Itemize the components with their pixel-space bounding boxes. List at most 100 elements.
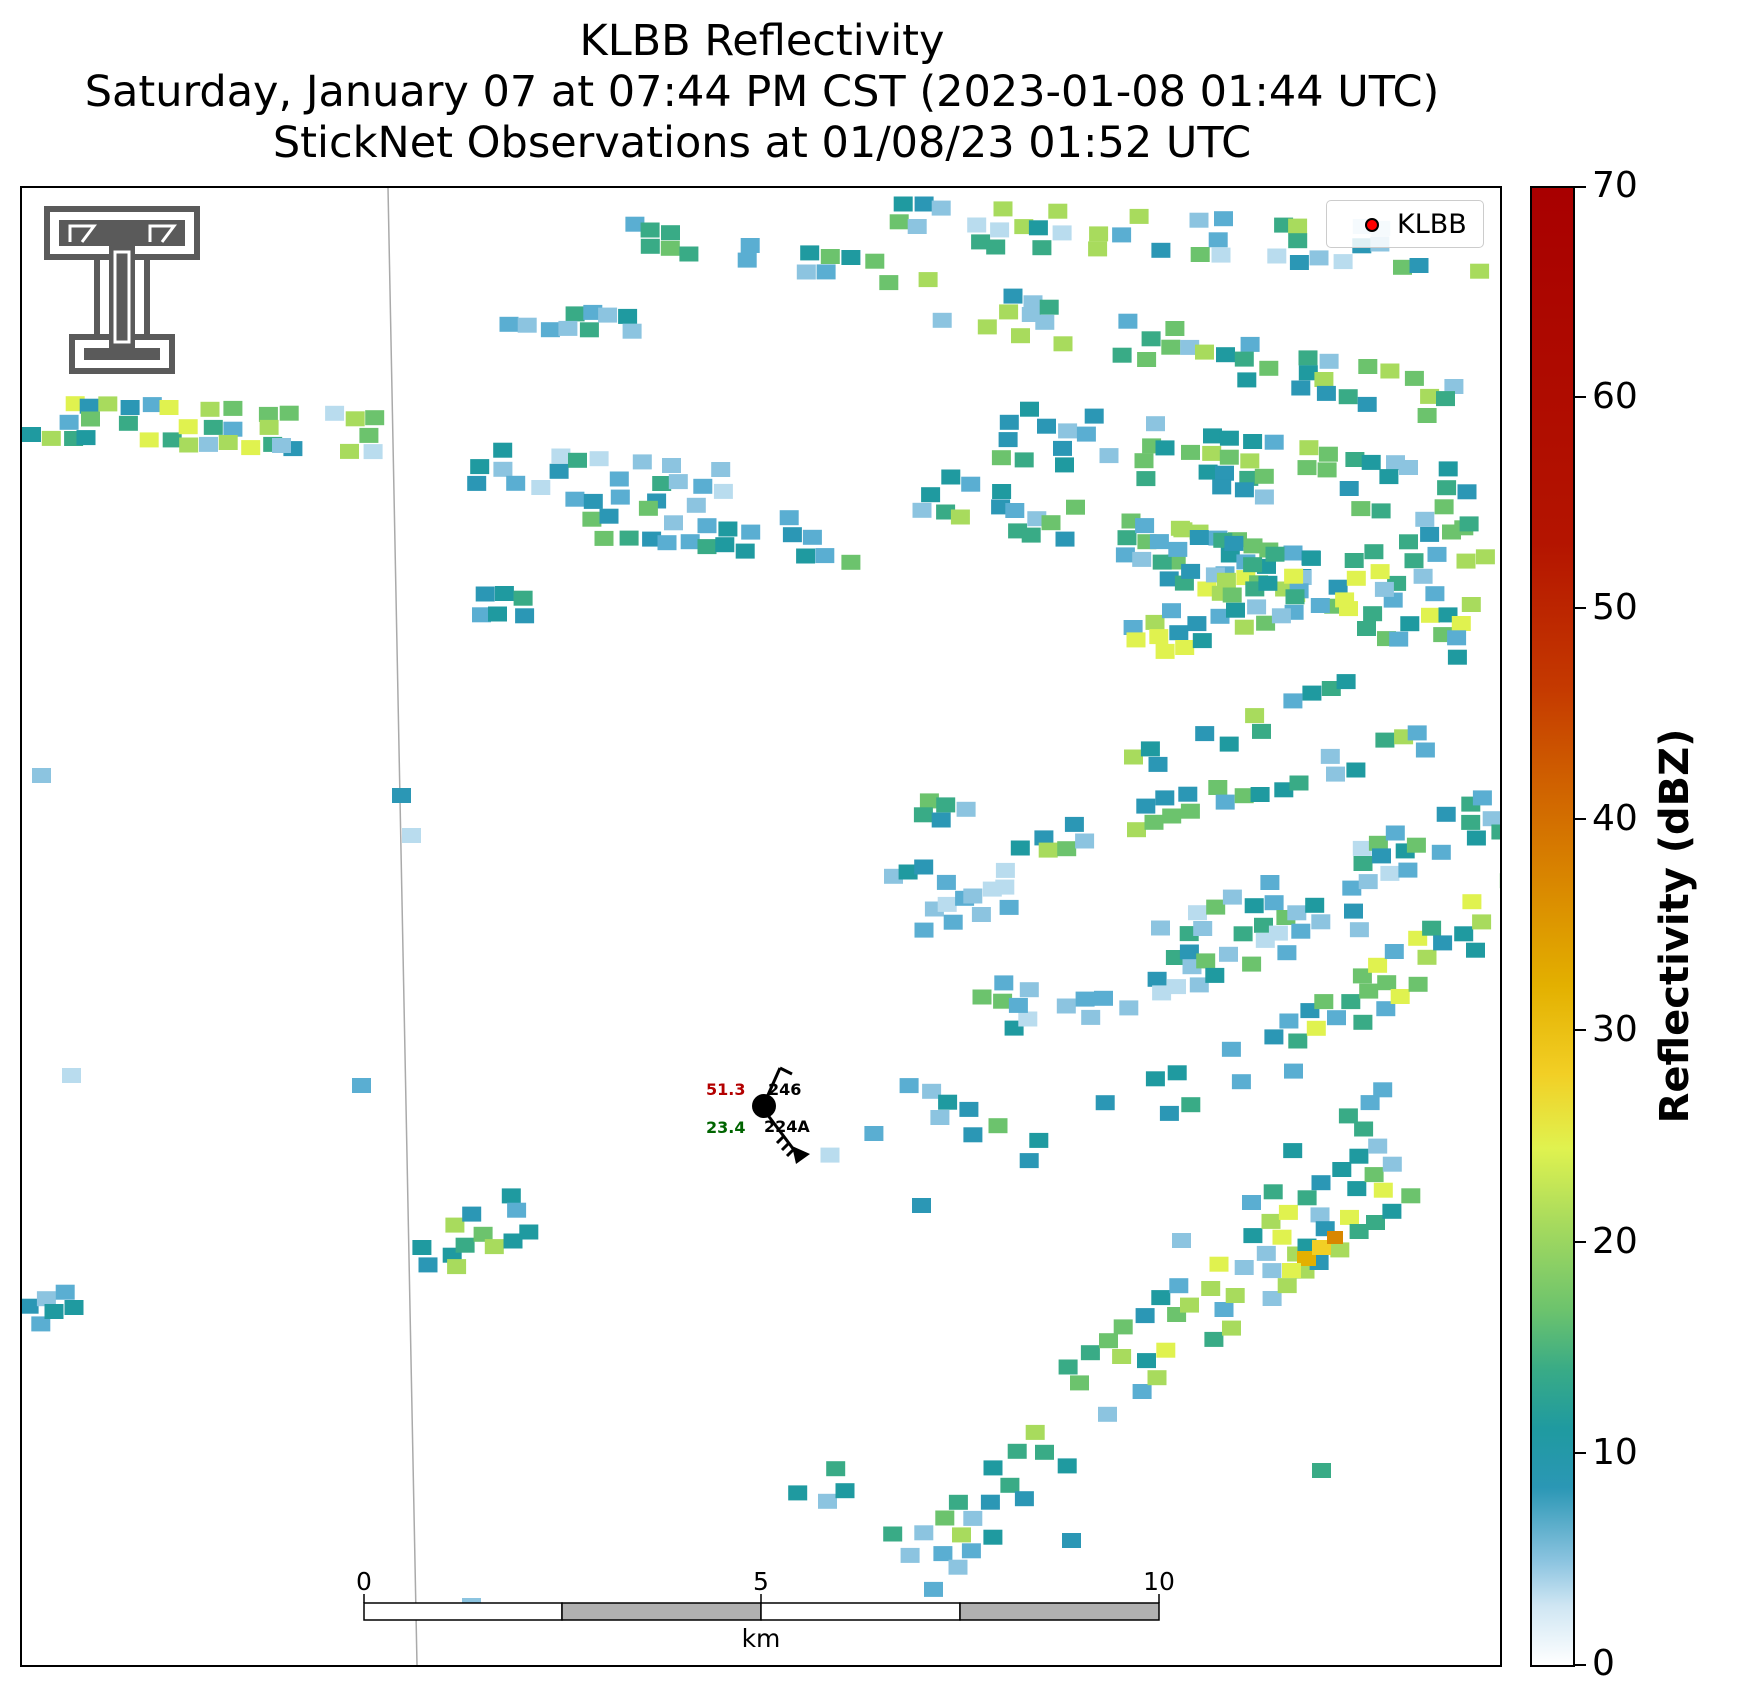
echo-cell [1075, 991, 1095, 1007]
echo-cell [1379, 469, 1399, 485]
echo-cell [1425, 586, 1445, 602]
echo-cell [1216, 572, 1236, 588]
echo-cell [800, 245, 820, 261]
echo-cell [1209, 1256, 1229, 1272]
echo-cell [1380, 363, 1400, 379]
echo-cell [1289, 775, 1309, 791]
echo-cell [1454, 926, 1474, 942]
echo-cell [1447, 649, 1467, 665]
echo-cell [1314, 372, 1334, 387]
echo-cell [1262, 1291, 1282, 1306]
echo-cell [1234, 788, 1254, 804]
echo-cell [1354, 1121, 1374, 1137]
echo-cell [1264, 434, 1284, 450]
echo-cell [62, 1068, 81, 1083]
echo-cell [1289, 255, 1309, 270]
echo-cell [1155, 643, 1175, 659]
echo-cell [884, 868, 903, 884]
echo-cell [402, 828, 421, 843]
echo-cell [531, 480, 551, 495]
echo-cell [1431, 844, 1451, 860]
echo-cell [1234, 619, 1254, 635]
echo-cell [1320, 748, 1340, 764]
echo-cell [1274, 782, 1294, 798]
echo-cell [1437, 480, 1457, 496]
echo-cell [1243, 434, 1263, 449]
echo-cell [657, 535, 677, 551]
echo-cell [993, 201, 1013, 217]
echo-cell [1256, 615, 1276, 631]
echo-cell [1422, 920, 1442, 936]
echo-cell [1167, 979, 1186, 995]
echo-cell [1244, 898, 1264, 914]
echo-cell [1306, 1020, 1326, 1036]
echo-cell [1436, 391, 1455, 407]
echo-cell [139, 432, 159, 448]
echo-cell [1000, 1477, 1020, 1493]
echo-cell [1406, 837, 1426, 853]
echo-cell [963, 888, 983, 904]
echo-cell [598, 307, 618, 323]
county-boundary-line [387, 188, 418, 1665]
echo-cell [55, 1284, 75, 1300]
echo-cell [475, 586, 495, 602]
echo-cell [1156, 1342, 1176, 1358]
echo-cell [914, 196, 934, 212]
echo-cell [1119, 1000, 1139, 1016]
echo-cell [1368, 1138, 1388, 1154]
scale-unit: km [741, 1624, 781, 1653]
echo-cell [1008, 997, 1028, 1013]
echo-cell [1442, 524, 1461, 540]
echo-cell [1311, 1175, 1331, 1191]
map-legend: KLBB [1326, 200, 1484, 248]
echo-cell [1318, 446, 1338, 462]
echo-cell [1155, 440, 1175, 456]
echo-cell [952, 1527, 971, 1543]
echo-cell [900, 1547, 920, 1563]
echo-cell [1279, 1013, 1299, 1029]
echo-cell [735, 543, 755, 559]
echo-cell [1234, 351, 1254, 367]
echo-cell [1234, 482, 1254, 498]
echo-cell [931, 812, 951, 828]
radar-map[interactable]: KLBB 51.3 246 23.4 224A 0 5 10 km [20, 186, 1502, 1667]
echo-cell [1112, 1349, 1132, 1364]
echo-cell [912, 1198, 931, 1213]
echo-cell [1252, 723, 1271, 739]
echo-cell [1136, 798, 1156, 814]
echo-cell [1151, 1290, 1171, 1306]
echo-cell [788, 1485, 808, 1501]
echo-cell [179, 437, 199, 453]
echo-cell [1287, 905, 1307, 921]
echo-cell [664, 515, 683, 531]
echo-cell [1404, 370, 1424, 386]
echo-cell [1263, 1184, 1283, 1200]
echo-cell [899, 1078, 919, 1094]
echo-cell [1319, 353, 1339, 369]
echo-cell [1482, 811, 1500, 827]
echo-cell [1461, 597, 1481, 612]
echo-cell [493, 442, 513, 458]
echo-cell [1413, 568, 1433, 584]
echo-cell [1181, 563, 1201, 579]
echo-cell [1302, 685, 1322, 701]
echo-cell [507, 1202, 527, 1218]
echo-cell [551, 448, 571, 464]
colorbar-tick-60: 60 [1592, 376, 1638, 417]
echo-cell [1462, 894, 1482, 910]
echo-cell [1421, 607, 1440, 623]
echo-cell [1181, 1097, 1201, 1113]
echo-cell [223, 421, 243, 437]
echo-cell [918, 272, 938, 288]
echo-cell [1459, 516, 1479, 532]
echo-cell [1215, 465, 1234, 481]
station-pressure: 246 [768, 1080, 802, 1099]
echo-cell [1314, 994, 1334, 1010]
echo-cell [1243, 1228, 1263, 1244]
echo-cell [889, 214, 909, 230]
echo-cell [1368, 835, 1388, 851]
echo-cell [961, 476, 981, 492]
echo-cell [41, 430, 61, 446]
echo-cell [1335, 592, 1355, 608]
echo-cell [1188, 905, 1207, 921]
